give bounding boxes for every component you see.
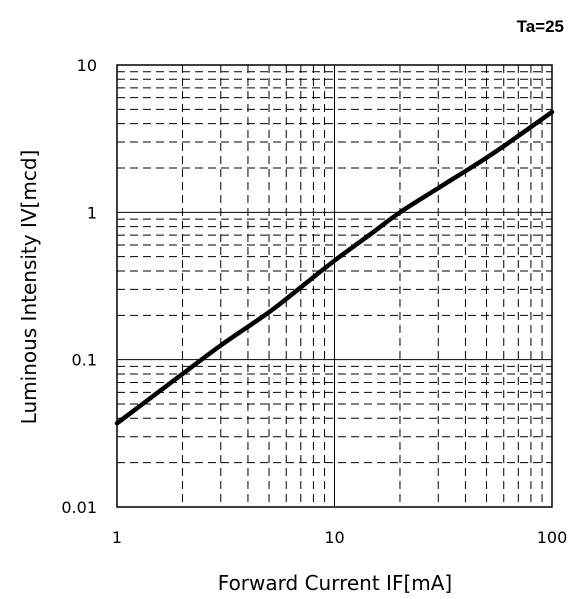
x-tick-label: 100	[537, 528, 568, 547]
plot-frame	[116, 64, 553, 508]
x-axis-title: Forward Current IF[mA]	[218, 571, 452, 595]
series-line	[114, 109, 555, 426]
x-tick-label: 1	[112, 528, 122, 547]
y-tick-label: 0.01	[61, 498, 97, 517]
y-axis-title: Luminous Intensity IV[mcd]	[17, 150, 41, 425]
tick-labels: 1 10 100 0.01 0.1 1 10	[61, 56, 567, 547]
y-tick-label: 0.1	[72, 351, 97, 370]
x-tick-label: 10	[324, 528, 344, 547]
y-tick-label: 1	[87, 203, 97, 222]
grid	[117, 65, 552, 507]
y-tick-label: 10	[77, 56, 97, 75]
condition-note: Ta=25	[517, 17, 564, 36]
